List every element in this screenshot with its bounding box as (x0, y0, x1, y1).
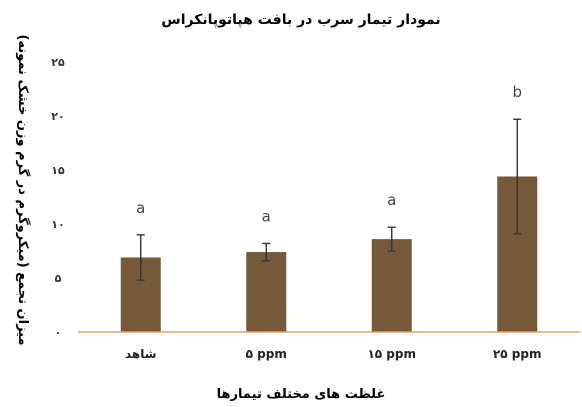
y-tick-label: ۱۰ (51, 218, 64, 231)
significance-letter: a (387, 191, 396, 209)
category-label: ۱۵ ppm (367, 347, 416, 361)
y-tick-label: ۲۰ (51, 110, 64, 123)
category-label: شاهد (125, 347, 157, 361)
y-tick-label: ۱۵ (51, 164, 65, 177)
bar (246, 252, 287, 332)
category-label: ۲۵ ppm (493, 347, 542, 361)
y-tick-label: ۲۵ (51, 56, 65, 69)
significance-letter: b (512, 83, 522, 101)
x-axis-title: غلظت های مختلف تیمارها (217, 387, 386, 402)
chart-title: نمودار تیمار سرب در بافت هپاتوپانکراس (161, 12, 440, 28)
bar (371, 239, 412, 332)
significance-letter: a (136, 199, 145, 217)
significance-letter: a (262, 207, 271, 225)
category-label: ۵ ppm (246, 347, 287, 361)
y-tick-label: ۵ (55, 272, 62, 285)
y-axis-title: میزان تجمع (میکروگرم در گرم وزن خشک نمون… (15, 34, 31, 345)
y-tick-label: ۰ (55, 326, 62, 339)
plot-area: ۰ ۵ ۱۰ ۱۵ ۲۰ ۲۵ a شاهد a ۵ ppm a ۱۵ ppm b ۲۵ ppm (51, 56, 580, 361)
